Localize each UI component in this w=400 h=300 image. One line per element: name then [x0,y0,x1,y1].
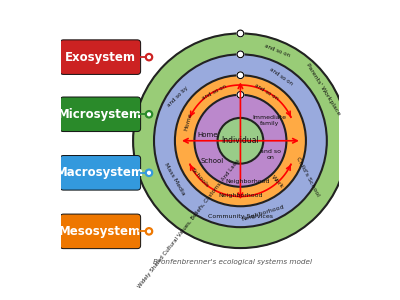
Text: and so on: and so on [268,66,293,86]
Circle shape [175,75,306,206]
Circle shape [145,228,153,235]
Text: Mesosystem: Mesosystem [59,225,142,238]
Text: and so on: and so on [201,83,228,100]
Circle shape [145,169,153,176]
Circle shape [145,111,153,118]
Circle shape [148,113,150,116]
Circle shape [237,72,244,79]
Circle shape [194,95,286,187]
Circle shape [154,54,327,227]
Text: Microsystem: Microsystem [58,108,142,121]
Circle shape [148,56,150,58]
Circle shape [237,30,244,37]
FancyBboxPatch shape [60,40,141,74]
Text: Bronfenbrenner's ecological systems model: Bronfenbrenner's ecological systems mode… [153,259,312,265]
Text: Widely Shared Cultural Values, Beliefs, Customs, And Laws: Widely Shared Cultural Values, Beliefs, … [137,158,240,289]
Text: Neighborhood: Neighborhood [225,179,270,184]
Text: Child's School: Child's School [295,156,320,197]
Text: Parents' Workplace: Parents' Workplace [305,62,341,116]
Circle shape [133,33,348,248]
Text: Schools: Schools [190,167,209,188]
Text: Macrosystem: Macrosystem [56,166,144,179]
Circle shape [145,53,153,61]
Text: Exosystem: Exosystem [65,51,136,64]
Text: Neighborhood: Neighborhood [218,194,263,198]
Circle shape [218,118,263,164]
Text: Community Services: Community Services [208,214,273,219]
Text: and so on: and so on [264,43,290,58]
Text: Home: Home [184,112,193,131]
Text: Individual: Individual [222,136,259,145]
Circle shape [237,51,244,58]
FancyBboxPatch shape [60,214,141,249]
Text: and so
on: and so on [260,149,281,160]
Text: Neighborhood: Neighborhood [241,205,285,222]
Text: Work: Work [270,174,284,189]
Text: Home: Home [197,132,218,138]
FancyBboxPatch shape [60,155,141,190]
Text: and so by: and so by [167,86,189,108]
Text: Mass Media: Mass Media [163,162,186,196]
FancyBboxPatch shape [60,97,141,132]
Circle shape [148,230,150,233]
Text: School: School [200,158,224,164]
Circle shape [237,92,244,98]
Text: and so on: and so on [254,83,279,101]
Circle shape [148,171,150,174]
Text: Immediate
family: Immediate family [253,115,287,126]
